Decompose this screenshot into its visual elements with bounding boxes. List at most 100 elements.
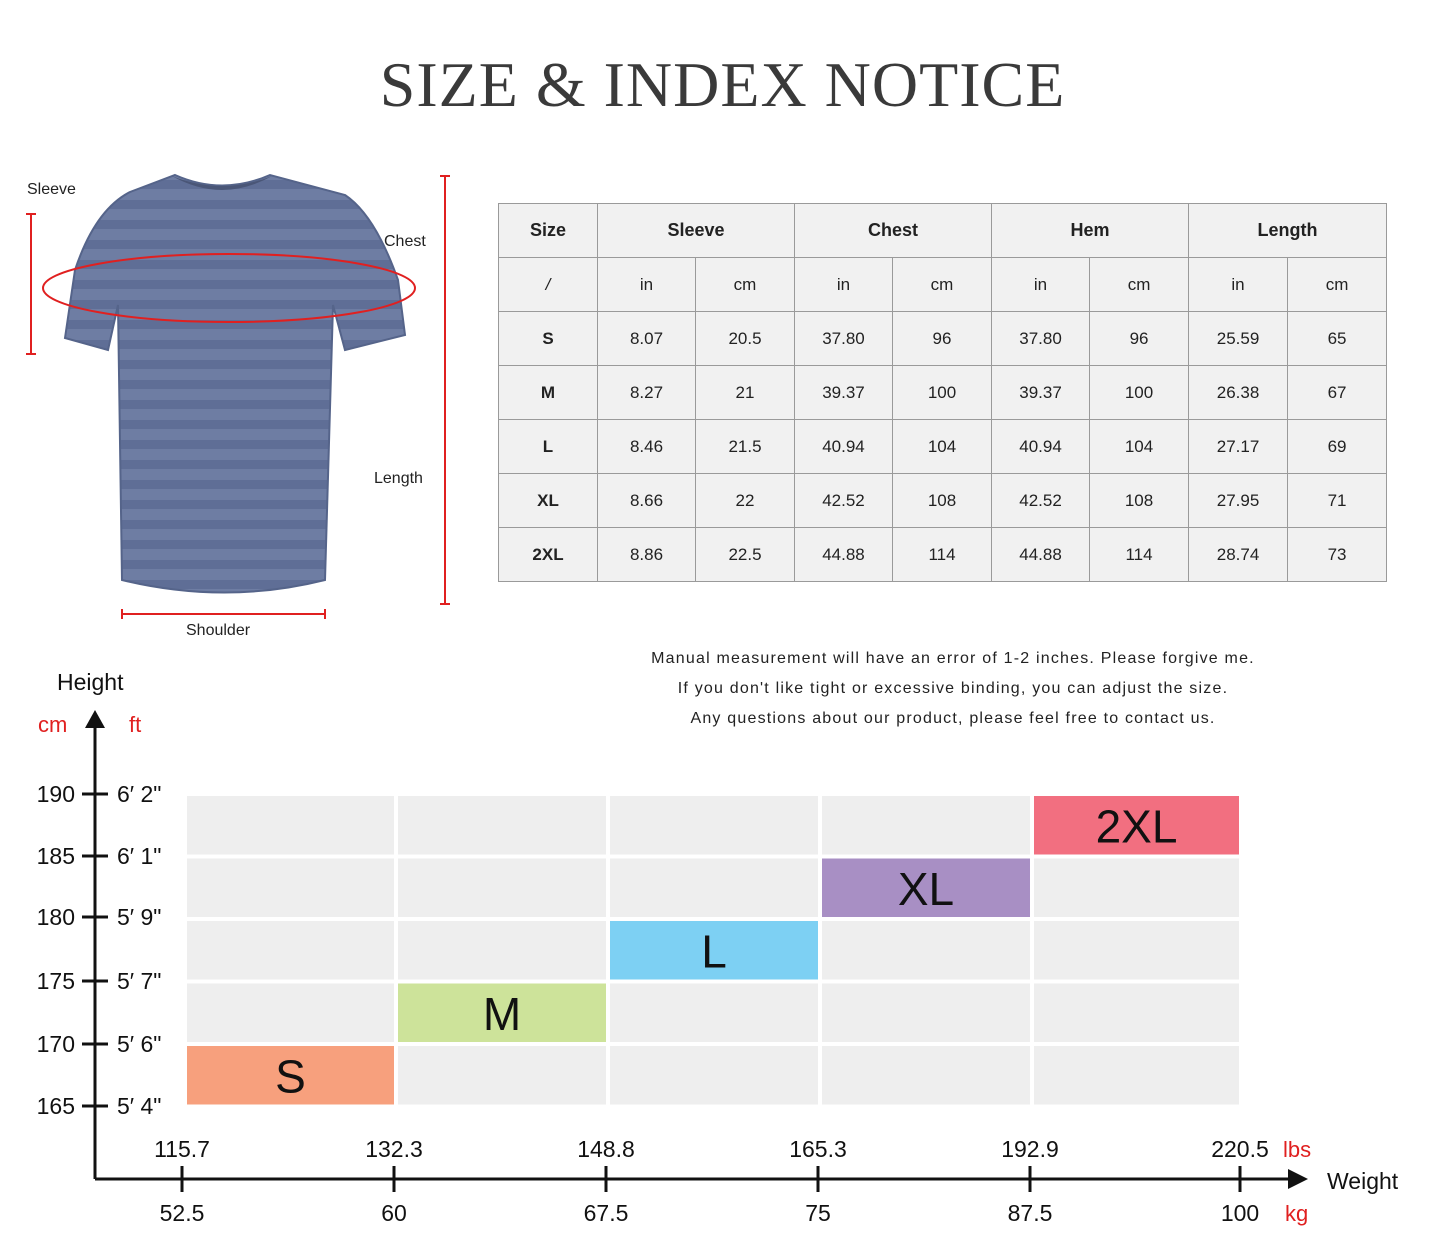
- measurement-cell: 21.5: [695, 419, 795, 474]
- measurement-cell: 21: [695, 365, 795, 420]
- x-unit-lbs: lbs: [1283, 1137, 1311, 1162]
- x-tick-label-kg: 75: [805, 1200, 831, 1226]
- measurement-cell: 100: [891, 365, 993, 420]
- x-tick-label-lbs: 165.3: [789, 1136, 847, 1162]
- grid-cell: [187, 921, 394, 980]
- measurement-cell: 20.5: [695, 311, 795, 366]
- x-tick-label-lbs: 220.5: [1211, 1136, 1269, 1162]
- measurement-cell: 22.5: [695, 527, 795, 582]
- header-chest: Chest: [793, 203, 993, 258]
- chest-label: Chest: [384, 233, 426, 250]
- grid-cell: [822, 796, 1030, 855]
- y-tick-label-ft: 5′ 7": [117, 968, 161, 994]
- sleeve-label: Sleeve: [27, 181, 76, 198]
- size-block-label: L: [701, 925, 727, 977]
- header-sleeve: Sleeve: [597, 203, 795, 258]
- x-tick-label-kg: 52.5: [160, 1200, 205, 1226]
- measurement-cell: 73: [1287, 527, 1388, 582]
- shirt-body: [63, 173, 407, 594]
- size-cell: L: [498, 419, 598, 474]
- notes-block: Manual measurement will have an error of…: [520, 644, 1386, 734]
- unit-cell: cm: [1089, 257, 1190, 312]
- x-tick-label-kg: 60: [381, 1200, 407, 1226]
- y-tick-label-cm: 170: [37, 1031, 75, 1057]
- x-tick-label-kg: 87.5: [1008, 1200, 1053, 1226]
- grid-cell: [610, 983, 818, 1042]
- measurement-cell: 108: [1089, 473, 1190, 528]
- grid-cell: [187, 858, 394, 917]
- measurement-cell: 42.52: [991, 473, 1091, 528]
- unit-cell: cm: [891, 257, 993, 312]
- measurement-cell: 44.88: [991, 527, 1091, 582]
- length-label: Length: [374, 470, 423, 487]
- y-tick-label-ft: 5′ 6": [117, 1031, 161, 1057]
- unit-cell: in: [794, 257, 893, 312]
- chest-marker: [42, 253, 416, 323]
- grid-cell: [1034, 921, 1239, 980]
- measurement-cell: 40.94: [991, 419, 1091, 474]
- x-axis-title: Weight: [1327, 1168, 1399, 1194]
- y-tick-label-cm: 180: [37, 904, 75, 930]
- y-tick-label-ft: 5′ 4": [117, 1093, 161, 1119]
- table-row: XL 8.66 22 42.52 108 42.52 108 27.95 71: [498, 473, 1388, 528]
- grid-cell: [822, 921, 1030, 980]
- y-tick-label-cm: 165: [37, 1093, 75, 1119]
- measurement-cell: 108: [891, 473, 993, 528]
- measurement-cell: 25.59: [1188, 311, 1289, 366]
- grid-cell: [1034, 983, 1239, 1042]
- grid-cell: [398, 858, 606, 917]
- units-label: /: [498, 257, 598, 312]
- size-table: Size Sleeve Chest Hem Length / in cm in …: [498, 203, 1388, 582]
- measurement-cell: 44.88: [794, 527, 893, 582]
- shirt-illustration: [26, 173, 450, 619]
- measurement-cell: 8.07: [597, 311, 696, 366]
- y-tick-label-ft: 5′ 9": [117, 904, 161, 930]
- header-hem: Hem: [991, 203, 1190, 258]
- measurement-cell: 8.27: [597, 365, 696, 420]
- measurement-cell: 96: [891, 311, 993, 366]
- grid-cell: [610, 1046, 818, 1105]
- size-cell: XL: [498, 473, 598, 528]
- grid-cell: [187, 983, 394, 1042]
- y-axis-arrow: [85, 710, 105, 728]
- x-tick-label-lbs: 148.8: [577, 1136, 635, 1162]
- x-tick-label-lbs: 132.3: [365, 1136, 423, 1162]
- measurement-cell: 96: [1089, 311, 1190, 366]
- x-tick-label-lbs: 192.9: [1001, 1136, 1059, 1162]
- note-line: Any questions about our product, please …: [690, 710, 1216, 727]
- measurement-cell: 27.95: [1188, 473, 1289, 528]
- measurement-cell: 37.80: [991, 311, 1091, 366]
- y-tick-label-ft: 6′ 1": [117, 843, 161, 869]
- size-block-label: S: [275, 1050, 306, 1102]
- measurement-cell: 114: [891, 527, 993, 582]
- unit-cell: in: [991, 257, 1091, 312]
- size-cell: S: [498, 311, 598, 366]
- measurement-cell: 104: [891, 419, 993, 474]
- measurement-cell: 8.46: [597, 419, 696, 474]
- table-row: L 8.46 21.5 40.94 104 40.94 104 27.17 69: [498, 419, 1388, 474]
- x-tick-label-kg: 100: [1221, 1200, 1259, 1226]
- size-block-label: 2XL: [1096, 800, 1178, 852]
- note-line: If you don't like tight or excessive bin…: [677, 680, 1229, 697]
- header-length: Length: [1188, 203, 1388, 258]
- grid-cell: [610, 858, 818, 917]
- x-tick-label-lbs: 115.7: [154, 1136, 210, 1162]
- y-unit-ft: ft: [129, 712, 141, 737]
- grid-cell: [187, 796, 394, 855]
- measurement-cell: 37.80: [794, 311, 893, 366]
- measurement-cell: 104: [1089, 419, 1190, 474]
- grid-cell: [398, 921, 606, 980]
- measurement-cell: 40.94: [794, 419, 893, 474]
- grid-cell: [610, 796, 818, 855]
- measurement-cell: 39.37: [991, 365, 1091, 420]
- measurement-cell: 65: [1287, 311, 1388, 366]
- size-chart: S M L XL 2XL Height cm ft Weight lbs kg 165 5′ 4" 170…: [37, 669, 1399, 1226]
- x-unit-kg: kg: [1285, 1201, 1308, 1226]
- measurement-cell: 42.52: [794, 473, 893, 528]
- grid-cell: [822, 983, 1030, 1042]
- header-size: Size: [498, 203, 598, 258]
- page-title: SIZE & INDEX NOTICE: [379, 49, 1066, 120]
- size-block-label: XL: [898, 863, 954, 915]
- measurement-cell: 39.37: [794, 365, 893, 420]
- grid-cell: [398, 1046, 606, 1105]
